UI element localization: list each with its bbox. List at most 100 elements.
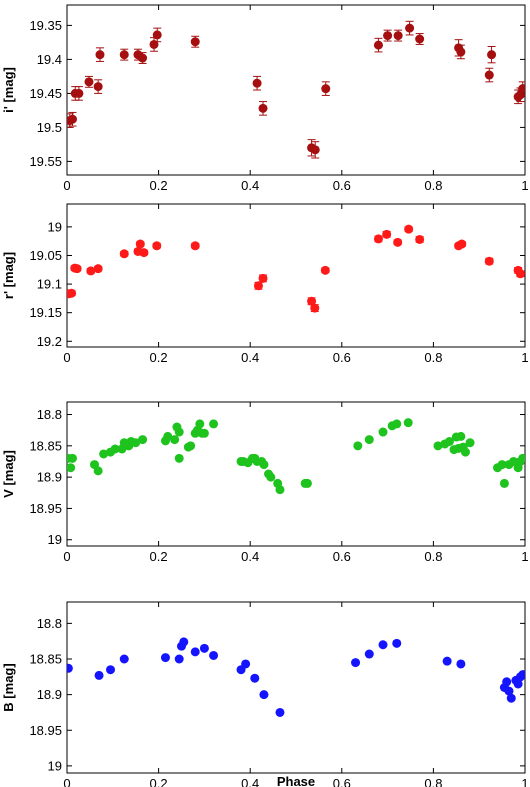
y-axis-label-b: B [mag] <box>1 663 16 711</box>
data-point <box>364 649 374 659</box>
data-point <box>515 269 525 279</box>
x-tick-label: 0 <box>63 350 70 365</box>
data-point <box>119 654 129 664</box>
y-tick-label: 19.05 <box>29 248 62 263</box>
data-point <box>190 241 200 251</box>
data-point <box>499 478 509 488</box>
data-point <box>119 50 129 60</box>
x-tick-label: 1 <box>521 178 528 193</box>
x-tick-label: 0.8 <box>424 350 442 365</box>
data-point <box>456 47 466 57</box>
x-tick-label: 0.2 <box>150 350 168 365</box>
data-point <box>72 264 82 274</box>
y-axis-label-i: i' [mag] <box>1 67 16 113</box>
data-points-r <box>67 224 525 313</box>
plot-frame <box>66 4 526 176</box>
data-point <box>456 659 466 669</box>
data-point <box>465 438 475 448</box>
data-point <box>119 249 129 259</box>
data-point <box>506 693 516 703</box>
data-point <box>135 239 145 249</box>
data-point <box>302 478 312 488</box>
data-point <box>174 453 184 463</box>
x-tick-label: 0.8 <box>424 776 442 787</box>
panel-i-band: 0 0.2 0.4 0.6 0.8 1 19.35 19.4 19.45 19.5 19.55 i' … <box>1 4 529 193</box>
data-point <box>403 418 413 428</box>
x-tick-label: 0.8 <box>424 549 442 564</box>
data-point <box>106 665 116 675</box>
y-tick-label: 18.8 <box>37 616 62 631</box>
data-point <box>84 77 94 87</box>
data-point <box>392 419 402 429</box>
data-point <box>404 224 414 234</box>
data-point <box>190 37 200 47</box>
data-point <box>93 264 103 274</box>
data-point <box>460 447 470 457</box>
y-tick-label: 19.4 <box>37 52 62 67</box>
data-point <box>518 453 525 463</box>
data-point <box>351 658 361 668</box>
data-point <box>199 643 209 653</box>
x-tick-label: 0.4 <box>241 178 259 193</box>
y-tick-label: 18.85 <box>29 438 62 453</box>
y-axis-label-v: V [mag] <box>1 450 16 498</box>
data-point <box>497 460 507 470</box>
data-points-i <box>67 20 525 159</box>
data-point <box>504 686 514 696</box>
data-point <box>138 435 148 445</box>
y-tick-label: 19.1 <box>37 277 62 292</box>
y-tick-label: 19.35 <box>29 18 62 33</box>
data-point <box>513 679 523 689</box>
data-point <box>275 707 285 717</box>
data-point <box>442 656 452 666</box>
data-points-v <box>67 418 525 495</box>
y-tick-label: 18.95 <box>29 501 62 516</box>
data-point <box>383 31 393 41</box>
y-tick-label: 19.45 <box>29 86 62 101</box>
data-point <box>502 677 512 687</box>
panel-b-band: 0 0.2 0.4 0.6 0.8 1 18.8 18.85 18.9 18.95 19 B [mag… <box>1 601 529 787</box>
x-tick-label: 0.2 <box>150 549 168 564</box>
data-point <box>252 78 262 88</box>
data-point <box>509 456 519 466</box>
x-tick-label: 0.6 <box>333 776 351 787</box>
y-tick-label: 19.15 <box>29 305 62 320</box>
data-point <box>310 145 320 155</box>
data-point <box>95 50 105 60</box>
data-point <box>307 296 317 306</box>
x-tick-label: 1 <box>521 776 528 787</box>
x-tick-label: 0.4 <box>241 549 259 564</box>
data-point <box>253 281 263 291</box>
y-tick-label: 19.5 <box>37 120 62 135</box>
x-tick-label: 0.2 <box>150 776 168 787</box>
x-tick-label: 0.4 <box>241 776 259 787</box>
data-point <box>139 248 149 258</box>
data-point <box>195 419 205 429</box>
y-tick-label: 18.9 <box>37 470 62 485</box>
data-point <box>199 428 209 438</box>
data-point <box>484 70 494 80</box>
data-point <box>174 427 184 437</box>
data-point <box>241 659 251 669</box>
x-tick-label: 0 <box>63 178 70 193</box>
data-point <box>393 237 403 247</box>
data-point <box>258 103 268 113</box>
plot-frame <box>66 203 526 348</box>
data-point <box>190 647 200 657</box>
data-point <box>110 444 120 454</box>
data-point <box>160 653 170 663</box>
data-point <box>382 229 392 239</box>
x-tick-label: 0.6 <box>333 350 351 365</box>
data-point <box>74 88 84 98</box>
data-point <box>393 31 403 41</box>
y-tick-label: 18.8 <box>37 407 62 422</box>
data-point <box>131 438 141 448</box>
x-axis-label: Phase <box>277 774 315 787</box>
y-tick-label: 19 <box>48 219 62 234</box>
data-point <box>433 441 443 451</box>
data-point <box>179 637 189 647</box>
y-tick-label: 19.2 <box>37 334 62 349</box>
data-point <box>415 34 425 44</box>
data-point <box>174 654 184 664</box>
data-point <box>518 670 525 680</box>
